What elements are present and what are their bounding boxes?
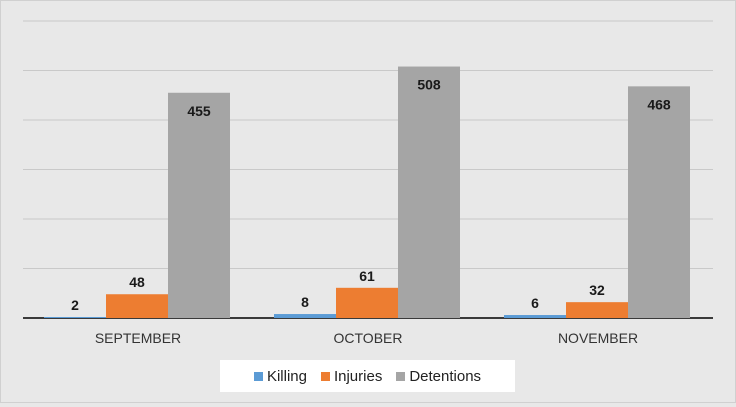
bar-killing-october [274,314,336,318]
category-label: SEPTEMBER [95,330,181,346]
bar-killing-september [44,317,106,318]
category-label: NOVEMBER [558,330,638,346]
bar-detentions-november [628,86,690,318]
legend-item-killing: Killing [253,367,307,385]
data-label: 455 [187,103,211,119]
legend-label-killing: Killing [266,367,307,385]
legend-item-detentions: Detentions [396,368,481,385]
data-label: 468 [647,96,671,112]
bar-injuries-september [106,294,168,318]
category-label: OCTOBER [334,330,403,346]
legend-swatch-injuries [320,371,330,381]
data-label: 2 [71,297,79,313]
legend-swatch-killing [253,371,263,381]
bar-killing-november [504,315,566,318]
data-label: 48 [129,274,145,290]
legend-label-injuries: Injuries [333,367,383,385]
legend: Killing Injuries Detentions [220,360,515,392]
legend-swatch-detentions [396,371,406,381]
bar-detentions-october [398,66,460,318]
data-label: 61 [359,268,375,284]
data-label: 508 [417,77,441,93]
bar-injuries-october [336,287,398,318]
bar-detentions-september [168,92,230,319]
legend-item-injuries: Injuries [320,367,383,385]
legend-label-detentions: Detentions [409,367,482,385]
data-label: 6 [531,295,539,311]
data-label: 32 [589,282,605,298]
data-label: 8 [301,294,309,310]
bar-injuries-november [566,302,628,318]
